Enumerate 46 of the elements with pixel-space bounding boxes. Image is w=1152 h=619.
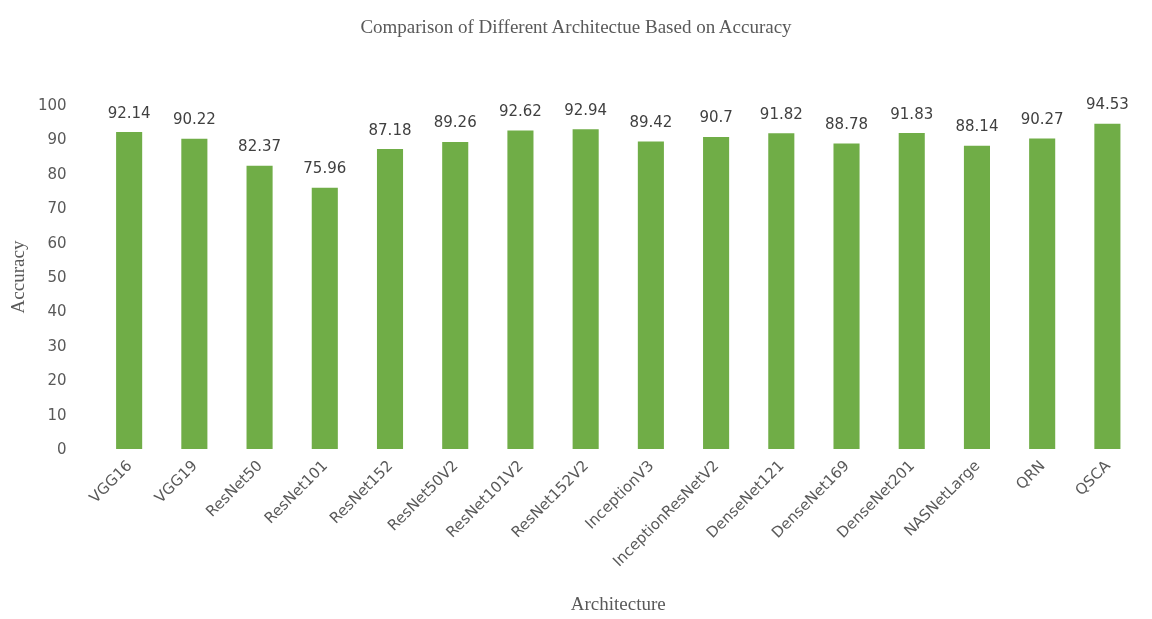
bar <box>116 132 143 449</box>
y-tick-label: 60 <box>47 233 67 252</box>
data-label: 75.96 <box>303 159 347 178</box>
data-label: 89.42 <box>629 112 673 131</box>
data-label: 89.26 <box>433 113 477 132</box>
y-axis-title: Accuracy <box>7 240 28 314</box>
y-tick-label: 40 <box>47 302 67 321</box>
bar <box>1029 138 1056 449</box>
y-tick-label: 30 <box>47 336 67 355</box>
bar <box>572 129 599 449</box>
data-label: 90.22 <box>172 110 216 129</box>
data-label: 92.14 <box>107 103 151 122</box>
data-label: 90.27 <box>1020 109 1064 128</box>
data-label: 91.83 <box>890 104 934 123</box>
y-tick-label: 100 <box>37 96 67 114</box>
x-axis-title: Architecture <box>570 593 666 614</box>
bar <box>963 145 990 449</box>
data-label: 82.37 <box>238 137 282 156</box>
data-label: 92.62 <box>498 101 542 120</box>
bar <box>376 149 404 449</box>
y-tick-label: 90 <box>47 130 67 149</box>
y-tick-label: 50 <box>47 268 67 286</box>
bar <box>637 141 664 449</box>
data-label: 94.53 <box>1085 95 1129 114</box>
y-tick-label: 20 <box>47 371 67 390</box>
data-label: 87.18 <box>368 120 412 139</box>
bar <box>311 187 338 449</box>
y-tick-label: 70 <box>47 199 67 218</box>
bar <box>507 130 534 449</box>
bar <box>246 165 273 449</box>
bar <box>1094 123 1121 449</box>
data-label: 92.94 <box>564 100 608 119</box>
bar <box>442 141 469 449</box>
bar <box>703 136 730 449</box>
chart-title: Comparison of Different Architectue Based on Accuracy <box>360 16 793 37</box>
bar <box>898 133 925 449</box>
data-label: 88.78 <box>825 115 868 134</box>
data-label: 88.14 <box>955 117 999 136</box>
bar <box>833 143 860 449</box>
data-label: 90.7 <box>699 108 733 127</box>
y-tick-label: 10 <box>47 405 67 424</box>
y-tick-label: 80 <box>47 164 67 183</box>
bar <box>181 138 208 449</box>
bar <box>768 133 795 449</box>
data-label: 91.82 <box>759 104 803 123</box>
y-tick-label: 0 <box>56 440 67 458</box>
